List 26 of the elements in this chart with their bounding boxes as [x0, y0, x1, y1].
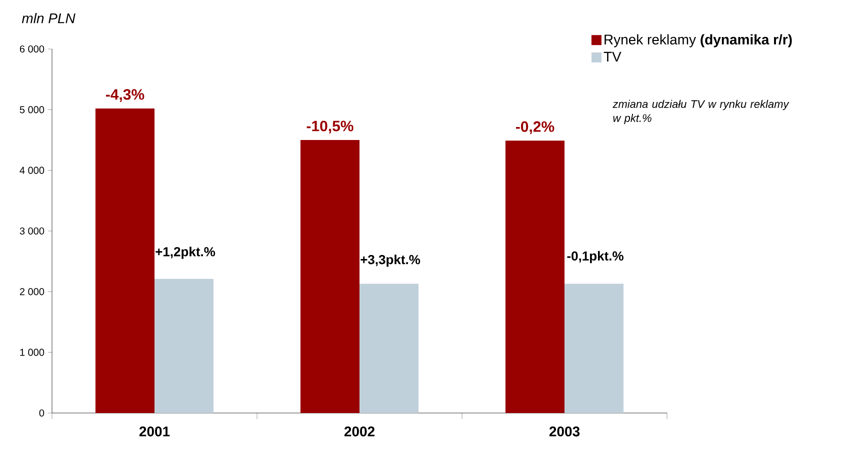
annotation: -4,3% — [106, 89, 144, 102]
legend-label: Rynek reklamy (dynamika r/r) — [604, 34, 792, 48]
y-tick-label: 0 — [39, 409, 44, 417]
x-tick-label: 2002 — [344, 426, 374, 436]
bar — [154, 278, 214, 413]
bar — [300, 140, 360, 413]
y-tick-label: 2 000 — [20, 288, 44, 296]
annotation: -0,1pkt.% — [567, 251, 624, 264]
annotation: +3,3pkt.% — [360, 254, 420, 267]
legend-label: TV — [604, 52, 622, 62]
annotation: +1,2pkt.% — [156, 246, 216, 259]
x-tick-label: 2001 — [139, 426, 170, 436]
bar — [564, 284, 624, 413]
y-tick-label: 4 000 — [20, 166, 44, 174]
y-tick-label: 1 000 — [20, 348, 44, 356]
bar — [505, 140, 565, 413]
y-tick-label: 5 000 — [20, 106, 44, 114]
bar — [360, 284, 419, 413]
x-tick-label: 2003 — [549, 426, 580, 436]
y-tick-label: 3 000 — [20, 227, 44, 235]
y-tick-label: 6 000 — [20, 45, 44, 53]
bar — [95, 108, 154, 413]
annotation: -0,2% — [516, 121, 554, 134]
annotation: zmiana udziału TV w rynku reklamy w pkt.% — [612, 100, 790, 124]
annotation: -10,5% — [306, 120, 354, 134]
y-axis-title: mln PLN — [22, 12, 76, 24]
